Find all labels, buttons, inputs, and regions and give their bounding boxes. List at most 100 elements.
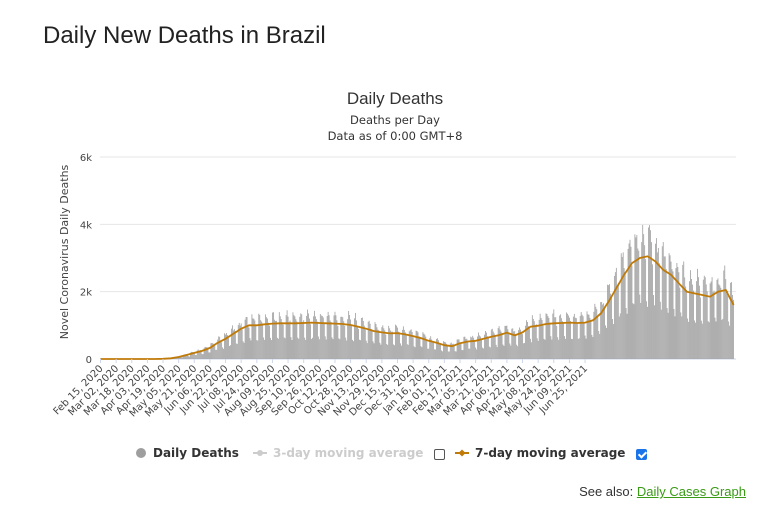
daily-deaths-bar <box>366 343 368 359</box>
daily-deaths-bar <box>288 322 290 359</box>
daily-cases-graph-link[interactable]: Daily Cases Graph <box>636 484 746 499</box>
daily-deaths-bar <box>219 336 221 359</box>
daily-deaths-bar <box>598 330 600 359</box>
daily-deaths-bar <box>405 335 407 359</box>
daily-deaths-bar <box>683 261 685 359</box>
daily-deaths-bar <box>497 328 499 359</box>
daily-deaths-bar <box>494 336 496 359</box>
daily-deaths-bar <box>447 351 449 359</box>
daily-deaths-bar <box>326 316 328 359</box>
daily-deaths-bar <box>291 339 293 359</box>
daily-deaths-bar <box>223 348 224 359</box>
daily-deaths-bar <box>279 316 281 359</box>
daily-deaths-bar <box>468 348 470 359</box>
daily-deaths-bar <box>715 321 717 359</box>
ma7-line <box>100 255 735 360</box>
daily-deaths-bar <box>483 348 484 359</box>
daily-deaths-bar <box>626 313 628 359</box>
daily-deaths-bar <box>471 337 473 359</box>
daily-deaths-bar <box>539 313 541 359</box>
daily-deaths-bar <box>332 339 334 359</box>
daily-deaths-bar <box>348 310 350 359</box>
daily-deaths-bar <box>196 350 198 359</box>
daily-deaths-bar <box>201 354 203 359</box>
daily-deaths-bar <box>402 326 404 359</box>
daily-deaths-bar <box>487 337 489 359</box>
daily-deaths-bar <box>445 343 447 359</box>
daily-deaths-bar <box>649 225 650 359</box>
daily-deaths-bar <box>520 329 521 359</box>
daily-deaths-bar <box>181 357 182 359</box>
daily-deaths-bar <box>461 349 463 359</box>
daily-deaths-bar <box>367 321 369 359</box>
daily-deaths-bar <box>280 319 282 359</box>
daily-deaths-bar <box>589 317 591 359</box>
legend-daily-deaths[interactable]: Daily Deaths <box>153 446 239 460</box>
daily-deaths-bar <box>655 238 657 359</box>
daily-deaths-bar <box>253 318 255 359</box>
daily-deaths-bar <box>292 312 294 359</box>
daily-deaths-bar <box>635 237 637 359</box>
daily-deaths-bar <box>465 339 467 359</box>
daily-deaths-bar <box>368 320 370 359</box>
daily-deaths-bar <box>455 351 457 359</box>
daily-deaths-bar <box>475 347 477 359</box>
daily-deaths-bar <box>393 344 394 359</box>
daily-deaths-bar <box>454 351 456 359</box>
daily-deaths-bar <box>625 308 627 359</box>
daily-deaths-bar <box>239 325 241 359</box>
daily-deaths-bar <box>207 349 209 359</box>
daily-deaths-bar <box>347 319 349 359</box>
legend-ma7[interactable]: 7-day moving average <box>475 446 625 460</box>
daily-deaths-bar <box>692 284 693 359</box>
daily-deaths-bar <box>481 339 482 359</box>
daily-deaths-bar <box>426 339 428 359</box>
daily-deaths-bar <box>453 345 455 359</box>
daily-deaths-bar <box>548 317 550 359</box>
daily-deaths-bar <box>430 336 432 359</box>
daily-deaths-bar <box>619 313 621 359</box>
daily-deaths-bar <box>311 338 312 359</box>
daily-deaths-bar <box>218 336 220 359</box>
daily-deaths-bar <box>334 311 336 359</box>
daily-deaths-bar <box>561 318 563 359</box>
daily-deaths-bar <box>679 287 681 359</box>
daily-deaths-bar <box>492 331 494 359</box>
daily-deaths-bar <box>546 313 548 359</box>
daily-deaths-bar <box>419 337 421 359</box>
daily-deaths-bar <box>451 343 453 359</box>
daily-deaths-bar <box>450 342 452 359</box>
daily-deaths-bar <box>511 328 513 359</box>
daily-deaths-bar <box>272 312 273 359</box>
daily-deaths-bar <box>226 333 227 359</box>
daily-deaths-bar <box>470 336 472 359</box>
daily-deaths-bar <box>554 317 556 359</box>
daily-deaths-bar <box>360 317 362 359</box>
daily-deaths-bar <box>478 332 479 359</box>
daily-deaths-bar <box>538 319 540 359</box>
daily-deaths-bar <box>609 284 610 359</box>
daily-deaths-bar <box>606 327 607 359</box>
daily-deaths-bar <box>398 331 399 359</box>
daily-deaths-bar <box>414 347 416 359</box>
y-tick-label: 4k <box>80 220 92 231</box>
daily-deaths-bar <box>523 343 524 359</box>
daily-deaths-bar <box>644 245 646 359</box>
daily-deaths-bar <box>709 283 711 359</box>
daily-deaths-bar <box>353 341 354 359</box>
daily-deaths-bar <box>558 339 560 359</box>
daily-deaths-bar <box>185 354 186 359</box>
daily-deaths-bar <box>722 318 724 359</box>
ma3-checkbox[interactable] <box>434 449 445 460</box>
legend-ma3[interactable]: 3-day moving average <box>273 446 423 460</box>
daily-deaths-bar <box>728 321 730 359</box>
daily-deaths-bar <box>188 356 189 359</box>
daily-deaths-bar <box>195 355 197 359</box>
daily-deaths-bar <box>317 336 319 359</box>
daily-deaths-bar <box>391 331 393 359</box>
daily-deaths-bar <box>486 336 488 359</box>
daily-deaths-bar <box>684 277 686 359</box>
daily-deaths-bar <box>206 347 208 359</box>
ma7-checkbox[interactable] <box>636 449 647 460</box>
daily-deaths-bar <box>215 349 217 359</box>
